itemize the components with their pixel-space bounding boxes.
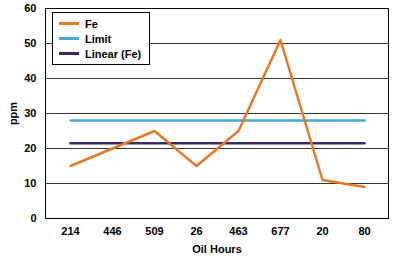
svg-text:20: 20 — [24, 142, 36, 154]
svg-text:20: 20 — [316, 225, 328, 237]
html-text:Linear (Fe): Linear (Fe) — [85, 47, 142, 60]
svg-text:0: 0 — [30, 212, 36, 224]
svg-text:ppm: ppm — [7, 102, 19, 125]
svg-text:40: 40 — [24, 72, 36, 84]
svg-text:214: 214 — [61, 225, 80, 237]
svg-text:50: 50 — [24, 37, 36, 49]
svg-text:Oil Hours: Oil Hours — [192, 243, 242, 255]
svg-text:463: 463 — [229, 225, 247, 237]
svg-text:509: 509 — [145, 225, 163, 237]
svg-text:60: 60 — [24, 2, 36, 14]
svg-text:26: 26 — [190, 225, 202, 237]
html-text:Limit: Limit — [85, 32, 112, 45]
svg-text:677: 677 — [271, 225, 289, 237]
html-text:Fe: Fe — [85, 17, 98, 30]
svg-text:10: 10 — [24, 177, 36, 189]
svg-text:80: 80 — [358, 225, 370, 237]
svg-text:30: 30 — [24, 107, 36, 119]
svg-text:446: 446 — [103, 225, 121, 237]
